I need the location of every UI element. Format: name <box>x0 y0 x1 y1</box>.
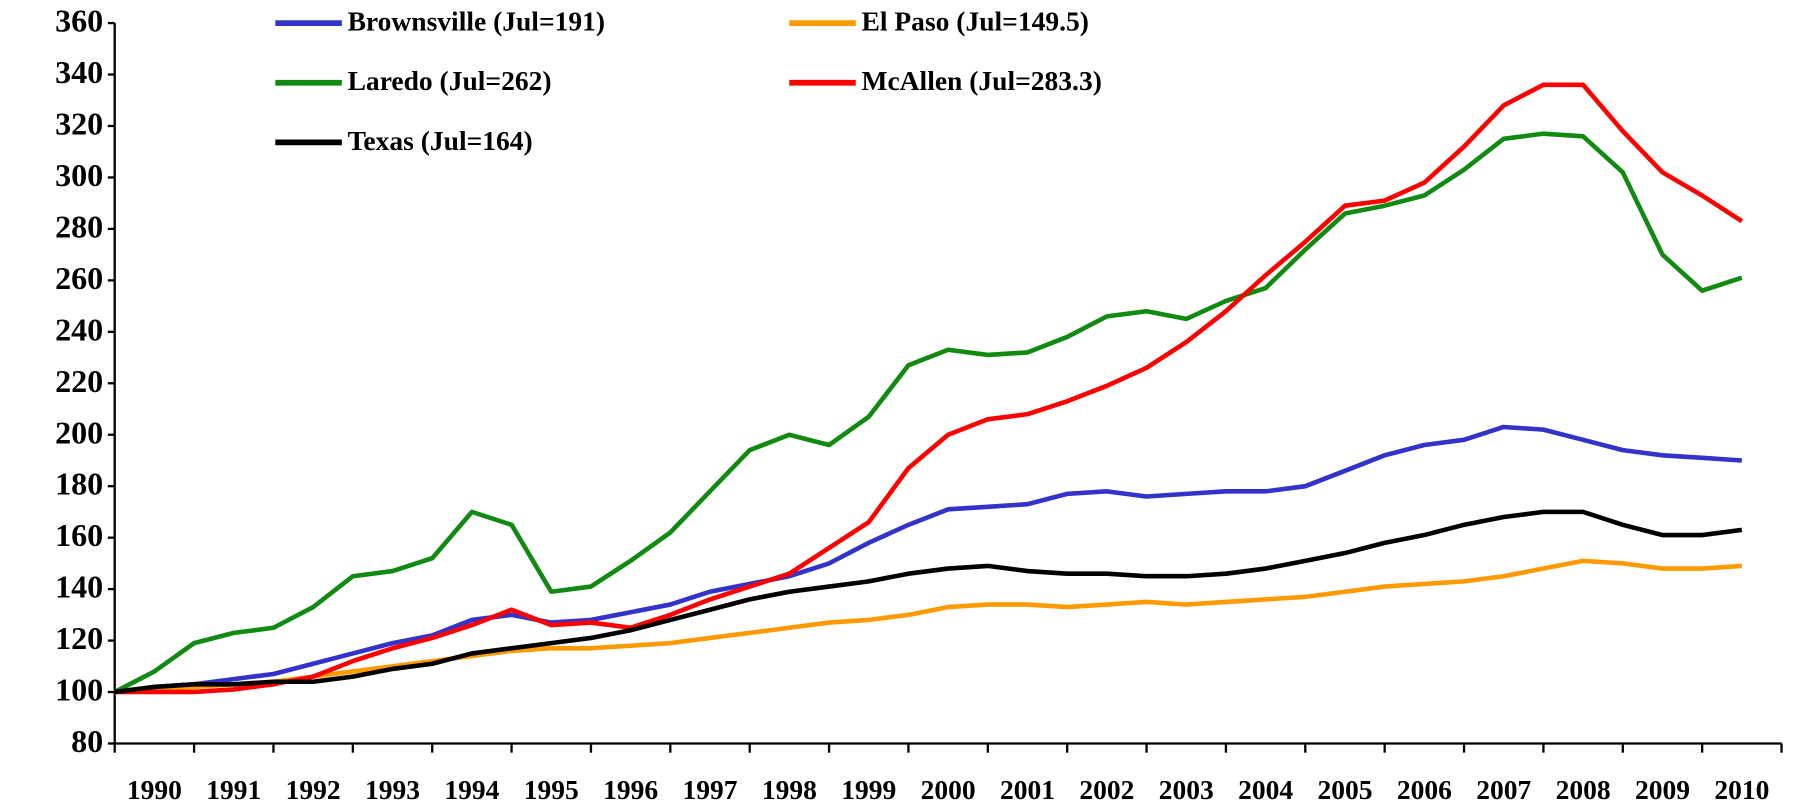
y-tick-label: 220 <box>55 363 103 399</box>
legend-label: Laredo (Jul=262) <box>348 65 552 96</box>
series-line <box>114 558 1742 695</box>
series-line <box>114 509 1743 695</box>
x-tick-label: 1998 <box>762 774 817 805</box>
legend-label: Brownsville (Jul=191) <box>348 6 605 37</box>
y-tick-label: 260 <box>55 260 103 296</box>
series-line <box>113 131 1743 695</box>
y-tick-label: 160 <box>55 517 103 553</box>
y-tick-label: 320 <box>55 106 103 142</box>
y-tick-label: 80 <box>71 723 103 759</box>
x-tick-label: 2004 <box>1238 774 1293 805</box>
y-tick-label: 120 <box>55 620 103 656</box>
x-tick-label: 1999 <box>841 774 896 805</box>
x-tick-label: 1991 <box>206 774 261 805</box>
x-tick-label: 1995 <box>524 774 579 805</box>
y-tick-label: 280 <box>55 208 103 244</box>
y-tick-label: 360 <box>55 3 103 39</box>
x-tick-label: 2003 <box>1159 774 1214 805</box>
x-tick-label: 2009 <box>1635 774 1690 805</box>
legend-label: McAllen (Jul=283.3) <box>862 65 1102 96</box>
legend-label: Texas (Jul=164) <box>348 125 533 156</box>
x-tick-label: 2001 <box>1000 774 1055 805</box>
x-tick-label: 2008 <box>1556 774 1611 805</box>
x-tick-label: 2007 <box>1476 774 1531 805</box>
y-tick-label: 140 <box>55 569 103 605</box>
x-tick-label: 1997 <box>682 774 737 805</box>
x-tick-label: 2000 <box>921 774 976 805</box>
y-tick-label: 340 <box>55 54 103 90</box>
x-tick-label: 1990 <box>127 774 182 805</box>
series-line <box>114 82 1744 695</box>
x-tick-label: 2002 <box>1079 774 1134 805</box>
x-tick-label: 2005 <box>1317 774 1372 805</box>
x-tick-label: 1993 <box>365 774 420 805</box>
x-tick-label: 2010 <box>1714 774 1769 805</box>
x-tick-label: 1994 <box>444 774 499 805</box>
x-tick-label: 1992 <box>286 774 341 805</box>
x-tick-label: 1996 <box>603 774 658 805</box>
legend-label: El Paso (Jul=149.5) <box>862 6 1089 37</box>
y-tick-label: 200 <box>55 414 103 450</box>
series-line <box>114 424 1742 695</box>
y-tick-label: 240 <box>55 311 103 347</box>
y-tick-label: 300 <box>55 157 103 193</box>
y-tick-label: 180 <box>55 466 103 502</box>
y-tick-label: 100 <box>55 672 103 708</box>
x-tick-label: 2006 <box>1397 774 1452 805</box>
